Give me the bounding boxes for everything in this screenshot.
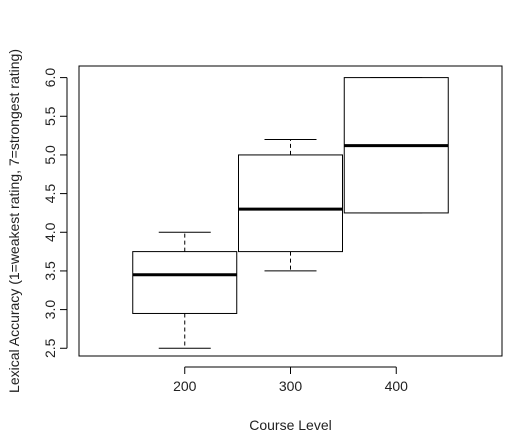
box-400 [343,77,449,214]
y-tick-label: 6.0 [42,68,58,88]
box-300 [238,138,343,272]
y-tick-label: 5.5 [42,106,58,126]
x-tick-label: 200 [173,378,197,394]
x-axis: 200 300 400 [173,366,409,394]
y-tick-label: 2.5 [42,338,58,358]
y-tick-label: 5.0 [42,145,58,165]
x-tick-label: 400 [385,378,409,394]
y-tick-label: 3.0 [42,300,58,320]
y-tick-label: 3.5 [42,261,58,281]
x-axis-title: Course Level [249,417,332,433]
plot-frame [78,65,503,357]
y-tick-label: 4.0 [42,222,58,242]
y-tick-label: 4.5 [42,184,58,204]
box-iqr [132,251,238,314]
y-axis: 2.5 3.0 3.5 4.0 4.5 5.0 5.5 6.0 [42,68,68,358]
box-iqr [238,154,343,253]
x-tick-label: 300 [279,378,303,394]
boxes [132,77,449,349]
box-200 [132,231,238,349]
y-axis-title: Lexical Accuracy (1=weakest rating, 7=st… [6,49,22,393]
